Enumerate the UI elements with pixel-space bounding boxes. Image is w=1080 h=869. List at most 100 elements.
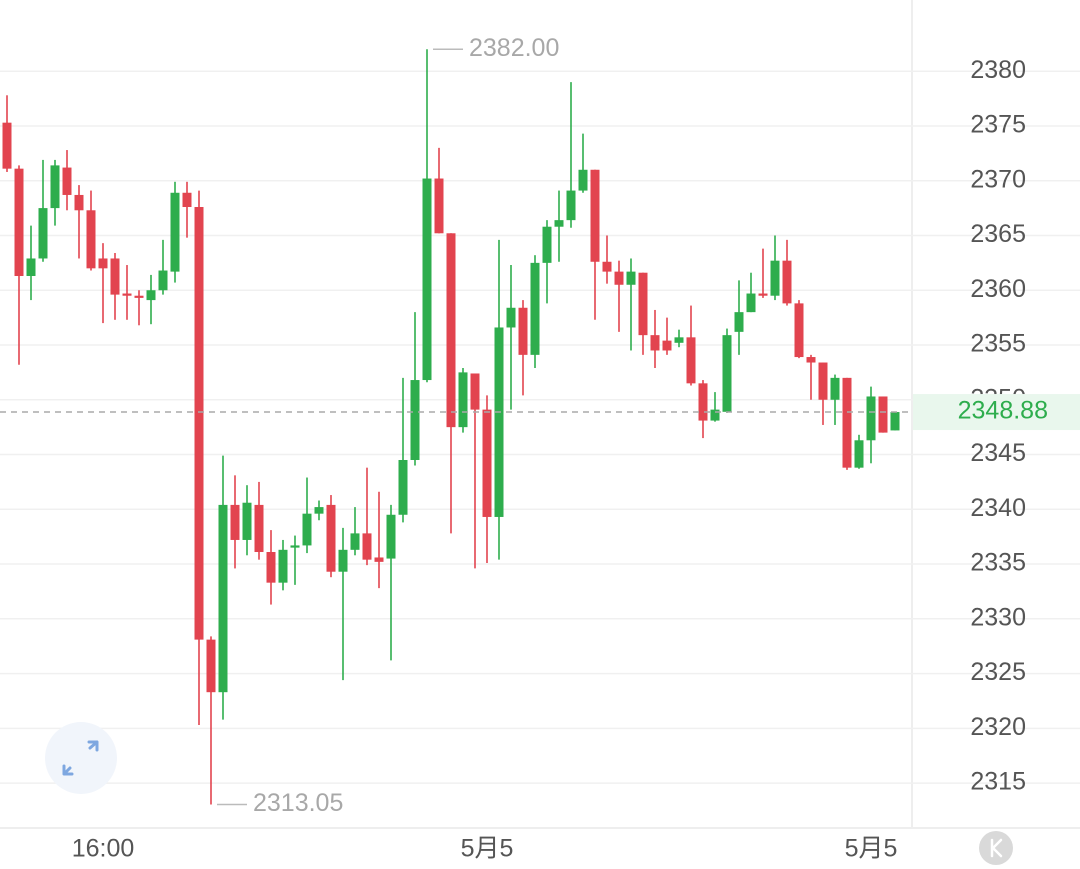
candle-body bbox=[830, 377, 840, 400]
candle-body bbox=[890, 412, 900, 431]
candle-body bbox=[194, 207, 204, 640]
candle-body bbox=[878, 396, 888, 433]
candle-body bbox=[410, 380, 420, 460]
candle-body bbox=[842, 377, 852, 468]
candle-body bbox=[62, 167, 72, 195]
current-price-label: 2348.88 bbox=[958, 397, 1048, 425]
candle-body bbox=[386, 514, 396, 559]
candle-body bbox=[86, 210, 96, 269]
candle-body bbox=[494, 327, 504, 517]
candle-body bbox=[218, 504, 228, 693]
candle-body bbox=[242, 502, 252, 540]
x-tick-label: 16:00 bbox=[72, 835, 135, 863]
y-tick-label: 2340 bbox=[970, 494, 1026, 522]
candle-body bbox=[542, 226, 552, 263]
candle-body bbox=[686, 337, 696, 384]
candle-body bbox=[290, 545, 300, 548]
candle-body bbox=[74, 194, 84, 211]
min-label: 2313.05 bbox=[253, 789, 343, 817]
y-tick-label: 2315 bbox=[970, 768, 1026, 796]
candle-body bbox=[554, 220, 564, 227]
candle-body bbox=[638, 272, 648, 336]
candle-body bbox=[50, 165, 60, 209]
candle-body bbox=[710, 409, 720, 421]
candle-body bbox=[566, 190, 576, 221]
candle-body bbox=[398, 460, 408, 515]
candle-body bbox=[326, 504, 336, 572]
candle-body bbox=[866, 396, 876, 441]
grid bbox=[0, 70, 1080, 784]
y-tick-label: 2325 bbox=[970, 658, 1026, 686]
candle-body bbox=[758, 293, 768, 296]
candle-body bbox=[350, 533, 360, 550]
candle-body bbox=[518, 307, 528, 355]
y-tick-label: 2365 bbox=[970, 220, 1026, 248]
y-tick-label: 2370 bbox=[970, 165, 1026, 193]
candle-body bbox=[278, 549, 288, 583]
candle-body bbox=[446, 233, 456, 428]
y-tick-label: 2355 bbox=[970, 330, 1026, 358]
candle-body bbox=[530, 262, 540, 355]
candle-body bbox=[578, 169, 588, 191]
candle-body bbox=[314, 507, 324, 514]
candle-body bbox=[506, 307, 516, 328]
candle-body bbox=[170, 192, 180, 272]
candle-body bbox=[422, 178, 432, 381]
y-tick-label: 2330 bbox=[970, 603, 1026, 631]
expand-button[interactable] bbox=[45, 722, 117, 794]
candle-body bbox=[590, 169, 600, 262]
candle-body bbox=[122, 293, 132, 296]
candle-body bbox=[746, 293, 756, 313]
candle-body bbox=[158, 270, 168, 291]
candle-body bbox=[26, 258, 36, 276]
candle-body bbox=[698, 383, 708, 421]
candle-body bbox=[134, 295, 144, 298]
candle-body bbox=[734, 312, 744, 332]
current-price-box bbox=[913, 394, 1080, 431]
y-tick-label: 2375 bbox=[970, 111, 1026, 139]
candle-body bbox=[782, 260, 792, 304]
candle-body bbox=[806, 357, 816, 363]
candle-body bbox=[650, 335, 660, 351]
candle-body bbox=[374, 557, 384, 562]
candle-body bbox=[14, 168, 24, 276]
y-tick-label: 2345 bbox=[970, 439, 1026, 467]
candle-body bbox=[266, 552, 276, 583]
candle-body bbox=[38, 208, 48, 259]
candle-body bbox=[2, 122, 12, 169]
candle-body bbox=[818, 362, 828, 400]
candle-body bbox=[362, 533, 372, 560]
candle-body bbox=[794, 303, 804, 358]
max-label: 2382.00 bbox=[469, 34, 559, 62]
candle-body bbox=[482, 409, 492, 517]
overlay: 2315232023252330233523402345235023552360… bbox=[0, 34, 1080, 863]
candles bbox=[2, 49, 900, 805]
candle-body bbox=[254, 504, 264, 552]
candle-body bbox=[470, 373, 480, 410]
candle-body bbox=[98, 258, 108, 269]
candle-body bbox=[770, 260, 780, 296]
candle-body bbox=[458, 372, 468, 428]
candle-body bbox=[206, 639, 216, 693]
candle-body bbox=[182, 192, 192, 207]
candle-body bbox=[434, 178, 444, 234]
candle-body bbox=[338, 549, 348, 572]
candle-body bbox=[662, 340, 672, 351]
candle-body bbox=[230, 504, 240, 540]
collapse-button[interactable] bbox=[979, 831, 1013, 865]
y-tick-label: 2335 bbox=[970, 549, 1026, 577]
x-tick-label: 5月5 bbox=[461, 835, 514, 863]
candle-body bbox=[602, 261, 612, 272]
candle-body bbox=[302, 513, 312, 546]
candle-body bbox=[146, 290, 156, 301]
x-tick-label: 5月5 bbox=[845, 835, 898, 863]
candle-body bbox=[626, 271, 636, 285]
candle-body bbox=[110, 258, 120, 295]
y-tick-label: 2360 bbox=[970, 275, 1026, 303]
y-tick-label: 2380 bbox=[970, 56, 1026, 84]
candle-body bbox=[854, 440, 864, 468]
candle-body bbox=[674, 337, 684, 343]
candle-body bbox=[722, 335, 732, 412]
y-tick-label: 2320 bbox=[970, 713, 1026, 741]
